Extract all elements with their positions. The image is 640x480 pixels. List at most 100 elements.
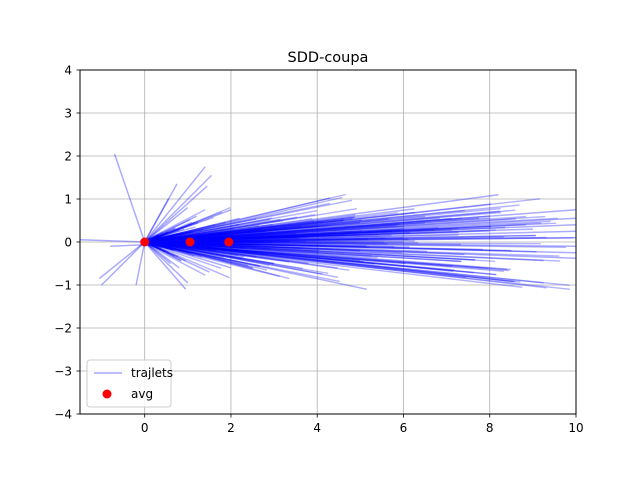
trajlet-line [144, 241, 203, 258]
trajlet-line [144, 207, 501, 242]
trajlet-line [144, 240, 547, 289]
trajlet-line [144, 240, 275, 265]
trajlet-line [144, 241, 516, 283]
trajlet-line [144, 237, 301, 243]
trajlet-line [144, 214, 316, 243]
trajlet-line [144, 242, 257, 248]
trajlet-line [144, 202, 331, 242]
trajlet-line [144, 236, 297, 243]
trajlet-line [144, 240, 537, 253]
trajlet-line [144, 241, 361, 262]
trajlet-line [144, 241, 370, 248]
trajlet-line [144, 215, 426, 243]
trajlet-line [144, 242, 367, 247]
x-tick-label: 2 [227, 421, 235, 435]
trajlet-line [144, 222, 195, 244]
trajlet-line [144, 185, 208, 243]
trajlet-line [144, 242, 329, 274]
trajlet-line [144, 240, 254, 270]
trajlet-line [144, 239, 215, 242]
trajlet-line [144, 237, 175, 244]
trajlet-line [144, 234, 536, 243]
trajlet-line [144, 231, 192, 244]
trajlet-line [144, 241, 475, 261]
trajlet-line [144, 217, 558, 242]
trajlet-line [144, 241, 320, 251]
trajlet-line [144, 241, 246, 249]
trajlet-line [144, 241, 275, 265]
trajlet-line [144, 198, 170, 243]
y-tick-label: −2 [54, 322, 72, 336]
trajlet-line [144, 241, 210, 273]
trajlet-line [144, 220, 551, 243]
trajlet-line [144, 228, 185, 244]
trajlet-line [144, 242, 225, 259]
trajlet-line [144, 236, 504, 244]
trajlet-line [144, 221, 193, 243]
trajlet-line [144, 226, 506, 243]
trajlet-line [144, 242, 523, 288]
trajlet-line [98, 241, 146, 280]
trajlet-line [144, 241, 512, 252]
trajlet-line [144, 242, 238, 252]
trajlet-line [144, 242, 375, 265]
trajlet-line [144, 242, 206, 276]
trajlet-line [144, 204, 520, 243]
trajlet-line [144, 208, 415, 243]
trajlet-line [144, 207, 189, 243]
x-tick-label: 10 [568, 421, 583, 435]
trajlet-line [144, 225, 303, 243]
axis-ticks: 0 2 4 6 8 10 −4 −3 −2 −1 0 1 2 3 4 [54, 64, 583, 436]
trajlet-line [144, 238, 261, 242]
trajlet-line [144, 241, 252, 244]
trajlet-line [144, 229, 453, 243]
trajlet-line [144, 230, 363, 243]
trajlet-line [144, 240, 454, 272]
trajlet-line [144, 241, 182, 262]
trajlet-line [144, 217, 452, 244]
trajlet-line [144, 229, 180, 243]
trajlet-line [144, 215, 527, 242]
trajlet-line [144, 241, 222, 269]
trajlet-line [144, 241, 323, 275]
trajlet-line [144, 216, 214, 242]
trajlet-line [144, 242, 261, 267]
trajlet-line [144, 240, 176, 252]
trajlet-line [144, 214, 356, 244]
trajlet-line [144, 241, 361, 252]
trajlet-line [144, 242, 303, 249]
trajlet-line [144, 233, 178, 244]
trajlet-line [144, 241, 378, 259]
trajlet-line [144, 240, 462, 246]
trajlet-line [144, 241, 504, 272]
trajlet-line [144, 227, 176, 242]
legend: trajlets avg [86, 359, 173, 408]
trajlet-line [144, 241, 488, 269]
trajlet-line [144, 233, 378, 243]
trajlet-line [144, 240, 273, 244]
trajlet-line [144, 211, 502, 242]
trajlet-line [144, 230, 577, 243]
trajlet-line [144, 227, 235, 242]
trajlet-line [135, 241, 146, 286]
trajlet-line [144, 211, 416, 242]
trajlet-line [101, 241, 146, 286]
trajlet-line [144, 231, 459, 242]
trajlet-line [144, 240, 497, 276]
trajlet-line [144, 242, 239, 256]
trajlet-line [144, 211, 223, 243]
trajlet-line [144, 236, 275, 243]
trajlet-line [144, 236, 298, 242]
y-tick-label: 4 [64, 64, 72, 78]
trajlet-line [144, 232, 296, 243]
trajlet-line [144, 219, 284, 243]
trajlet-line [144, 241, 309, 265]
trajlet-line [144, 220, 199, 242]
trajlet-line [144, 241, 172, 265]
trajlet-line [144, 241, 256, 258]
trajlet-line [144, 217, 240, 243]
trajlet-line [144, 241, 483, 251]
trajlet-line [144, 215, 197, 243]
trajlet-line [144, 241, 567, 248]
trajlet-line [144, 222, 361, 242]
